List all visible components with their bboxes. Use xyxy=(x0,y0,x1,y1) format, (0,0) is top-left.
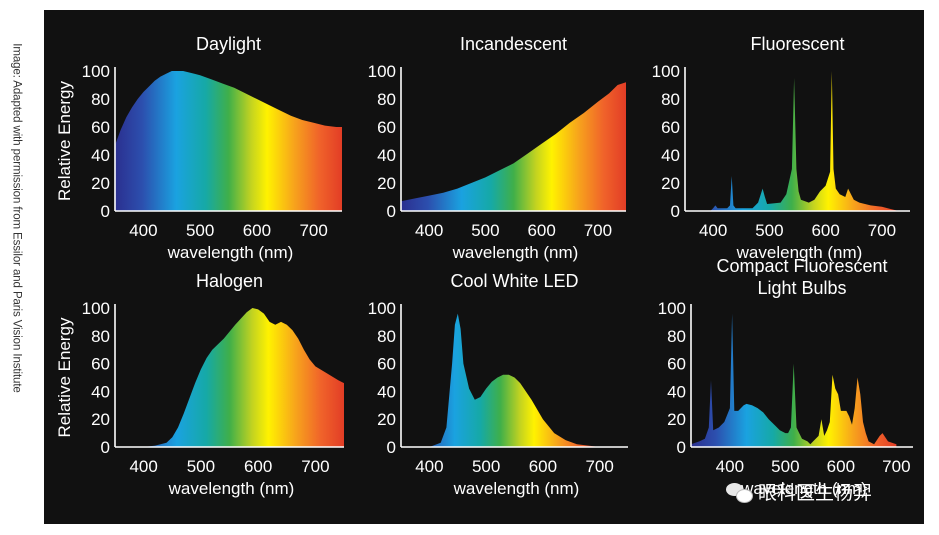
chart-title: Cool White LED xyxy=(450,271,578,291)
y-tick-label: 40 xyxy=(377,146,396,165)
y-tick-label: 60 xyxy=(91,355,110,374)
y-tick-label: 80 xyxy=(661,90,680,109)
series-area-1 xyxy=(115,308,344,447)
chart-2: 0 20 40 60 80 100 400 500 600 700 wavelength (nm) I… xyxy=(368,34,626,262)
chart-3: 0 20 40 60 80 100 400 500 600 700 wavelength (nm) F… xyxy=(652,34,910,262)
x-tick-label: 400 xyxy=(415,221,443,240)
x-axis-label: wavelength (nm) xyxy=(740,479,867,498)
y-tick-label: 0 xyxy=(677,438,686,457)
x-axis-label: wavelength (nm) xyxy=(452,243,579,262)
chart-5: 0 20 40 60 80 100 400 500 600 700 wavelength (nm) C… xyxy=(368,271,628,498)
series-area-1 xyxy=(691,313,897,447)
y-tick-label: 80 xyxy=(91,90,110,109)
x-tick-label: 700 xyxy=(868,221,896,240)
x-tick-label: 600 xyxy=(244,457,272,476)
watermark-text: 眼科医生杨羿 xyxy=(758,482,873,504)
y-tick-label: 60 xyxy=(667,355,686,374)
y-tick-label: 0 xyxy=(387,438,396,457)
chart-title: Incandescent xyxy=(460,34,567,54)
x-tick-label: 500 xyxy=(187,457,215,476)
series-area-1 xyxy=(685,71,899,211)
x-tick-label: 600 xyxy=(243,221,271,240)
y-tick-label: 0 xyxy=(101,202,110,221)
y-tick-label: 40 xyxy=(661,146,680,165)
y-tick-label: 20 xyxy=(661,174,680,193)
y-tick-label: 60 xyxy=(661,118,680,137)
x-tick-label: 500 xyxy=(755,221,783,240)
chart-title: Daylight xyxy=(196,34,261,54)
x-axis-label: wavelength (nm) xyxy=(167,243,294,262)
x-tick-label: 500 xyxy=(472,457,500,476)
y-tick-label: 20 xyxy=(667,410,686,429)
y-tick-label: 20 xyxy=(377,174,396,193)
x-tick-label: 500 xyxy=(186,221,214,240)
x-tick-label: 400 xyxy=(129,457,157,476)
y-axis-label: Relative Energy xyxy=(55,81,74,202)
series-area-1 xyxy=(401,82,626,211)
x-axis-label: wavelength (nm) xyxy=(453,479,580,498)
chart-title: Fluorescent xyxy=(750,34,844,54)
y-tick-label: 40 xyxy=(91,146,110,165)
x-tick-label: 600 xyxy=(811,221,839,240)
chart-title: Halogen xyxy=(196,271,263,291)
x-tick-label: 400 xyxy=(415,457,443,476)
x-tick-label: 400 xyxy=(129,221,157,240)
x-tick-label: 400 xyxy=(699,221,727,240)
x-tick-label: 500 xyxy=(771,457,799,476)
y-tick-label: 40 xyxy=(91,382,110,401)
x-tick-label: 400 xyxy=(716,457,744,476)
series-area-1 xyxy=(115,71,342,211)
y-tick-label: 80 xyxy=(377,327,396,346)
x-tick-label: 600 xyxy=(529,457,557,476)
y-tick-label: 20 xyxy=(91,410,110,429)
x-tick-label: 700 xyxy=(585,457,613,476)
y-tick-label: 100 xyxy=(368,299,396,318)
y-tick-label: 100 xyxy=(652,62,680,81)
y-tick-label: 80 xyxy=(91,327,110,346)
x-tick-label: 700 xyxy=(301,457,329,476)
chart-1: 0 20 40 60 80 100 400 500 600 700 wavelength (nm) R… xyxy=(55,34,342,262)
y-tick-label: 0 xyxy=(101,438,110,457)
chart-title: Light Bulbs xyxy=(757,278,846,298)
chart-6: 0 20 40 60 80 100 400 500 600 700 wavelength (nm) C… xyxy=(658,256,913,498)
y-tick-label: 40 xyxy=(377,382,396,401)
y-tick-label: 0 xyxy=(387,202,396,221)
x-tick-label: 500 xyxy=(471,221,499,240)
y-tick-label: 60 xyxy=(91,118,110,137)
watermark: 眼科医生杨羿 xyxy=(726,478,872,505)
x-axis-label: wavelength (nm) xyxy=(736,243,863,262)
x-tick-label: 700 xyxy=(882,457,910,476)
y-tick-label: 40 xyxy=(667,382,686,401)
y-tick-label: 20 xyxy=(91,174,110,193)
x-axis-label: wavelength (nm) xyxy=(168,479,295,498)
y-tick-label: 0 xyxy=(671,202,680,221)
x-tick-label: 700 xyxy=(299,221,327,240)
y-tick-label: 100 xyxy=(82,62,110,81)
series-area-1 xyxy=(401,313,600,447)
y-tick-label: 80 xyxy=(377,90,396,109)
y-tick-label: 100 xyxy=(82,299,110,318)
x-tick-label: 700 xyxy=(584,221,612,240)
y-tick-label: 60 xyxy=(377,355,396,374)
x-tick-label: 600 xyxy=(527,221,555,240)
chart-title: Compact Fluorescent xyxy=(716,256,887,276)
y-tick-label: 60 xyxy=(377,118,396,137)
x-tick-label: 600 xyxy=(827,457,855,476)
y-axis-label: Relative Energy xyxy=(55,317,74,438)
wechat-icon xyxy=(726,481,753,503)
y-tick-label: 80 xyxy=(667,327,686,346)
y-tick-label: 20 xyxy=(377,410,396,429)
y-tick-label: 100 xyxy=(368,62,396,81)
y-tick-label: 100 xyxy=(658,299,686,318)
chart-4: 0 20 40 60 80 100 400 500 600 700 wavelength (nm) R… xyxy=(55,271,344,498)
